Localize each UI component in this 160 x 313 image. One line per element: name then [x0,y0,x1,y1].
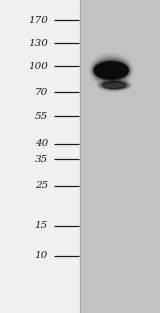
Text: 40: 40 [35,140,48,148]
Bar [0,0,80,313]
Text: 35: 35 [35,155,48,163]
Ellipse shape [93,59,129,82]
Text: 170: 170 [28,16,48,25]
Ellipse shape [103,81,126,89]
Text: 130: 130 [28,39,48,48]
Text: 100: 100 [28,62,48,71]
Text: 15: 15 [35,222,48,230]
Ellipse shape [94,62,128,79]
Ellipse shape [103,81,126,89]
Ellipse shape [93,60,129,81]
Ellipse shape [100,81,128,89]
Ellipse shape [94,61,129,80]
Text: 55: 55 [35,112,48,121]
Ellipse shape [94,61,128,80]
Ellipse shape [94,61,128,80]
Ellipse shape [92,59,130,82]
Text: 70: 70 [35,88,48,96]
Ellipse shape [103,82,126,89]
Ellipse shape [101,82,128,89]
Ellipse shape [94,61,128,80]
Ellipse shape [95,62,128,79]
Ellipse shape [103,81,126,89]
Text: 10: 10 [35,251,48,260]
Ellipse shape [95,62,128,79]
Ellipse shape [99,80,129,90]
Text: 25: 25 [35,182,48,190]
Ellipse shape [95,63,127,78]
Ellipse shape [103,81,126,89]
Bar [80,0,160,313]
Ellipse shape [94,62,128,79]
Ellipse shape [95,63,127,78]
Ellipse shape [95,63,127,78]
Ellipse shape [93,61,129,80]
Ellipse shape [92,58,130,83]
Ellipse shape [103,82,126,89]
Ellipse shape [100,81,129,90]
